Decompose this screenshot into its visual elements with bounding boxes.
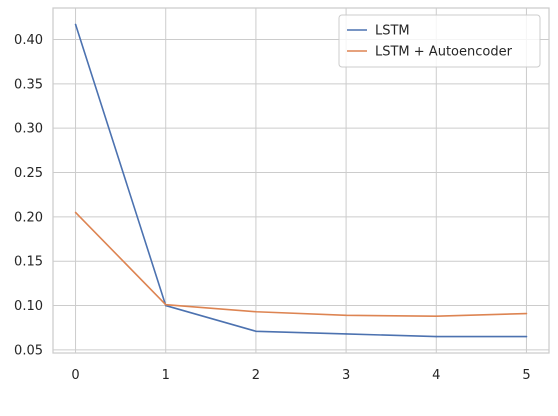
y-tick-label: 0.10 bbox=[14, 299, 43, 314]
y-tick-label: 0.15 bbox=[14, 255, 43, 270]
x-tick-label: 2 bbox=[252, 368, 260, 383]
legend-box bbox=[338, 14, 541, 68]
series-1 bbox=[74, 211, 528, 317]
data-point bbox=[435, 335, 438, 338]
legend-item: LSTM + Autoencoder bbox=[347, 45, 513, 60]
y-tick-label: 0.40 bbox=[14, 33, 43, 48]
y-tick-label: 0.25 bbox=[14, 166, 43, 181]
data-point bbox=[435, 315, 438, 317]
x-tick-label: 0 bbox=[71, 368, 79, 383]
series-line bbox=[74, 211, 527, 317]
x-axis: 0 1 2 3 4 5 bbox=[71, 368, 530, 383]
y-axis: 0.05 0.10 0.15 0.20 0.25 0.30 0.35 0.40 bbox=[14, 33, 43, 358]
series bbox=[74, 23, 528, 338]
legend-label: LSTM + Autoencoder bbox=[375, 45, 513, 60]
x-tick-label: 3 bbox=[342, 368, 350, 383]
y-tick-label: 0.30 bbox=[14, 122, 43, 137]
data-point bbox=[74, 211, 77, 214]
legend: LSTM LSTM + Autoencoder bbox=[338, 14, 541, 68]
data-point bbox=[255, 330, 257, 333]
y-tick-label: 0.35 bbox=[14, 77, 43, 92]
y-tick-label: 0.20 bbox=[14, 210, 43, 225]
series-line bbox=[74, 24, 527, 338]
plot-frame bbox=[52, 7, 550, 354]
data-point bbox=[345, 314, 347, 317]
data-point bbox=[255, 310, 257, 313]
x-tick-label: 4 bbox=[432, 368, 440, 383]
data-point bbox=[345, 333, 347, 335]
data-point bbox=[525, 312, 528, 315]
data-point bbox=[525, 335, 528, 338]
legend-label: LSTM bbox=[375, 24, 410, 39]
y-tick-label: 0.05 bbox=[14, 343, 43, 358]
series-0 bbox=[74, 23, 528, 338]
x-tick-label: 5 bbox=[522, 368, 530, 383]
data-point bbox=[74, 23, 77, 26]
data-point bbox=[164, 303, 167, 306]
x-tick-label: 1 bbox=[162, 368, 170, 383]
legend-item: LSTM bbox=[347, 24, 410, 39]
